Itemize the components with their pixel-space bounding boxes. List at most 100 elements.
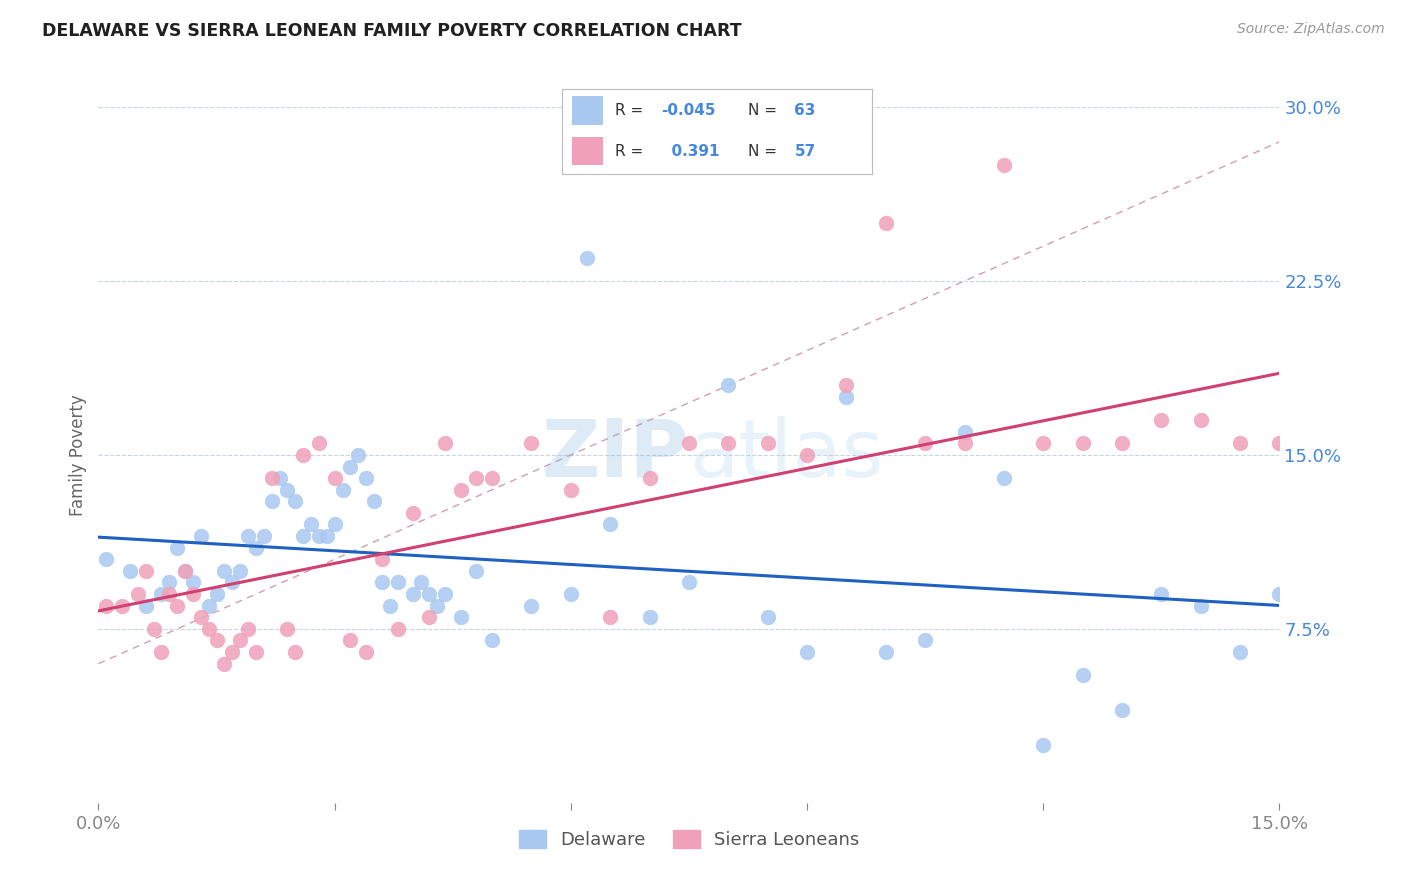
Point [450, 483, 472, 497]
Point [221, 645, 243, 659]
Point [450, 610, 472, 624]
Point [993, 158, 1015, 172]
Point [174, 564, 197, 578]
Point [717, 436, 740, 450]
Point [1071, 436, 1094, 450]
Point [157, 575, 180, 590]
Point [166, 541, 188, 555]
Point [756, 610, 779, 624]
Point [418, 610, 440, 624]
Bar [572, 136, 603, 165]
Text: atlas: atlas [689, 416, 883, 494]
Point [127, 587, 149, 601]
Point [292, 448, 315, 462]
Point [221, 575, 243, 590]
Point [308, 529, 330, 543]
Point [426, 599, 449, 613]
Point [953, 425, 976, 439]
Point [371, 552, 394, 566]
Y-axis label: Family Poverty: Family Poverty [69, 394, 87, 516]
Point [276, 622, 298, 636]
Point [1150, 413, 1173, 427]
Text: 57: 57 [794, 144, 815, 159]
Point [197, 622, 219, 636]
Point [284, 494, 307, 508]
Point [260, 494, 283, 508]
Point [387, 575, 409, 590]
Point [354, 471, 377, 485]
Point [354, 645, 377, 659]
Legend: Delaware, Sierra Leoneans: Delaware, Sierra Leoneans [512, 822, 866, 856]
Point [575, 251, 598, 265]
Point [1229, 436, 1251, 450]
Point [245, 645, 267, 659]
Text: ZIP: ZIP [541, 416, 689, 494]
Point [1229, 645, 1251, 659]
Point [993, 471, 1015, 485]
Point [339, 459, 361, 474]
Point [717, 378, 740, 392]
Point [245, 541, 267, 555]
Point [1111, 436, 1133, 450]
Point [387, 622, 409, 636]
Point [481, 471, 503, 485]
Text: N =: N = [748, 103, 782, 118]
Text: R =: R = [614, 144, 648, 159]
Point [756, 436, 779, 450]
Point [214, 657, 236, 671]
Point [323, 471, 346, 485]
Point [599, 517, 621, 532]
Point [190, 529, 212, 543]
Point [465, 471, 488, 485]
Point [599, 610, 621, 624]
Point [292, 529, 315, 543]
Point [402, 506, 425, 520]
Point [284, 645, 307, 659]
Point [638, 471, 661, 485]
Point [1347, 401, 1369, 416]
Bar [572, 96, 603, 125]
Point [363, 494, 385, 508]
Point [560, 483, 582, 497]
Point [678, 436, 700, 450]
Point [796, 645, 818, 659]
Point [638, 610, 661, 624]
Point [678, 575, 700, 590]
Point [205, 633, 228, 648]
Point [875, 216, 897, 230]
Point [205, 587, 228, 601]
Point [197, 599, 219, 613]
Point [411, 575, 433, 590]
Point [299, 517, 322, 532]
Point [402, 587, 425, 601]
Point [135, 599, 157, 613]
Point [1071, 668, 1094, 682]
Point [253, 529, 276, 543]
Point [1150, 587, 1173, 601]
Point [315, 529, 337, 543]
Point [181, 575, 204, 590]
Point [1111, 703, 1133, 717]
Text: Source: ZipAtlas.com: Source: ZipAtlas.com [1237, 22, 1385, 37]
Point [96, 599, 118, 613]
Point [835, 378, 858, 392]
Point [142, 622, 165, 636]
Point [1308, 425, 1330, 439]
Point [481, 633, 503, 648]
Text: R =: R = [614, 103, 648, 118]
Point [1386, 436, 1406, 450]
Point [875, 645, 897, 659]
Point [150, 587, 173, 601]
Point [433, 436, 456, 450]
Point [1032, 436, 1054, 450]
Point [269, 471, 291, 485]
Point [378, 599, 401, 613]
Point [914, 436, 936, 450]
Text: 0.391: 0.391 [661, 144, 720, 159]
Point [157, 587, 180, 601]
Point [914, 633, 936, 648]
Point [465, 564, 488, 578]
Point [96, 552, 118, 566]
Point [276, 483, 298, 497]
Point [308, 436, 330, 450]
